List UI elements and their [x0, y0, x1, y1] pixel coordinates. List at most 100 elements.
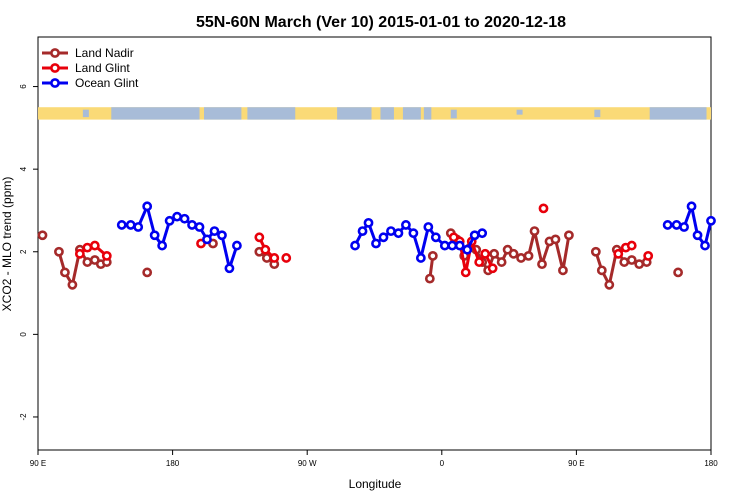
- land-ocean-mask-band: [38, 107, 711, 120]
- data-point: [202, 234, 212, 245]
- x-tick-label: 180: [166, 459, 180, 468]
- legend-swatch-marker: [50, 63, 60, 73]
- legend-label: Ocean Glint: [75, 76, 139, 90]
- data-point: [133, 222, 144, 232]
- data-point: [386, 226, 396, 237]
- ocean-patch: [337, 107, 372, 120]
- data-point: [613, 248, 624, 259]
- ocean-patch: [594, 109, 601, 118]
- data-point: [60, 267, 70, 278]
- x-tick-label: 180: [704, 459, 718, 468]
- data-point: [149, 230, 160, 241]
- data-point: [217, 230, 227, 241]
- data-point: [430, 232, 441, 243]
- data-point: [254, 232, 265, 243]
- x-tick-label: 90 E: [30, 459, 46, 468]
- data-point: [487, 263, 498, 274]
- data-point: [164, 215, 175, 226]
- ocean-patch: [204, 107, 242, 120]
- ocean-patch: [271, 109, 278, 116]
- ocean-patch: [649, 107, 707, 120]
- data-point: [269, 253, 280, 263]
- data-point: [74, 248, 85, 259]
- data-point: [604, 279, 615, 290]
- data-point: [54, 246, 64, 257]
- data-point: [679, 222, 689, 232]
- legend-item-ocean-glint: Ocean Glint: [42, 76, 139, 90]
- ocean-patch: [361, 109, 368, 113]
- data-point: [550, 234, 561, 245]
- data-point: [350, 240, 360, 251]
- x-tick-label: 90 E: [568, 459, 584, 468]
- data-point: [116, 220, 127, 230]
- data-point: [686, 201, 697, 212]
- data-point: [67, 279, 78, 290]
- data-point: [496, 257, 507, 267]
- ocean-patch: [160, 109, 167, 114]
- data-point: [172, 211, 182, 222]
- legend-item-land-glint: Land Glint: [42, 61, 130, 75]
- data-point: [37, 230, 48, 241]
- data-point: [209, 226, 220, 237]
- data-point: [692, 230, 703, 241]
- data-point: [564, 230, 574, 241]
- data-point: [82, 242, 93, 253]
- data-point: [89, 240, 100, 251]
- ocean-patch: [516, 109, 523, 115]
- legend-label: Land Glint: [75, 61, 130, 75]
- data-point: [558, 265, 568, 276]
- data-point: [538, 203, 549, 214]
- data-point: [460, 267, 471, 278]
- x-axis-ticks: 90 E 180 90 W 0 90 E 180: [30, 450, 718, 468]
- legend-swatch-marker: [50, 78, 60, 88]
- data-point: [662, 220, 673, 230]
- ocean-patch: [82, 109, 89, 118]
- x-axis-label: Longitude: [349, 477, 402, 491]
- data-point: [529, 226, 540, 237]
- chart-title: 55N-60N March (Ver 10) 2015-01-01 to 202…: [196, 14, 566, 31]
- series-layer: [37, 201, 716, 290]
- data-point: [378, 232, 389, 243]
- data-point: [179, 213, 190, 224]
- data-point: [634, 259, 645, 270]
- y-tick-label: 2: [19, 249, 28, 254]
- legend-swatch-marker: [50, 48, 60, 58]
- data-point: [590, 246, 601, 257]
- data-point: [508, 248, 519, 259]
- ocean-patch: [423, 107, 432, 120]
- data-point: [626, 255, 637, 265]
- y-axis-ticks: -2 0 2 4 6: [19, 84, 38, 421]
- x-tick-label: 90 W: [298, 459, 317, 468]
- y-tick-label: 0: [19, 332, 28, 337]
- ocean-patch: [380, 107, 394, 120]
- data-point: [619, 257, 630, 267]
- data-point: [408, 228, 419, 239]
- y-tick-label: 6: [19, 84, 28, 89]
- data-point: [477, 228, 488, 239]
- data-point: [281, 253, 292, 263]
- data-point: [626, 240, 637, 251]
- data-point: [596, 265, 607, 276]
- data-point: [187, 220, 197, 230]
- y-tick-label: 4: [19, 166, 28, 171]
- data-point: [371, 238, 381, 249]
- data-point: [643, 250, 654, 261]
- ocean-patch: [450, 109, 457, 119]
- data-point: [224, 263, 235, 274]
- plot-frame: [37, 36, 712, 451]
- data-point: [673, 267, 683, 278]
- data-point: [357, 226, 368, 237]
- data-point: [489, 248, 500, 259]
- data-point: [393, 228, 404, 239]
- data-point: [439, 240, 450, 251]
- data-point: [447, 240, 458, 251]
- data-point: [363, 217, 374, 228]
- legend-item-land-nadir: Land Nadir: [42, 46, 134, 60]
- data-point: [523, 250, 534, 261]
- ocean-patch: [111, 107, 200, 120]
- data-point: [427, 250, 438, 261]
- data-point: [474, 257, 485, 267]
- series-ocean-glint: [116, 201, 716, 274]
- data-point: [700, 240, 710, 251]
